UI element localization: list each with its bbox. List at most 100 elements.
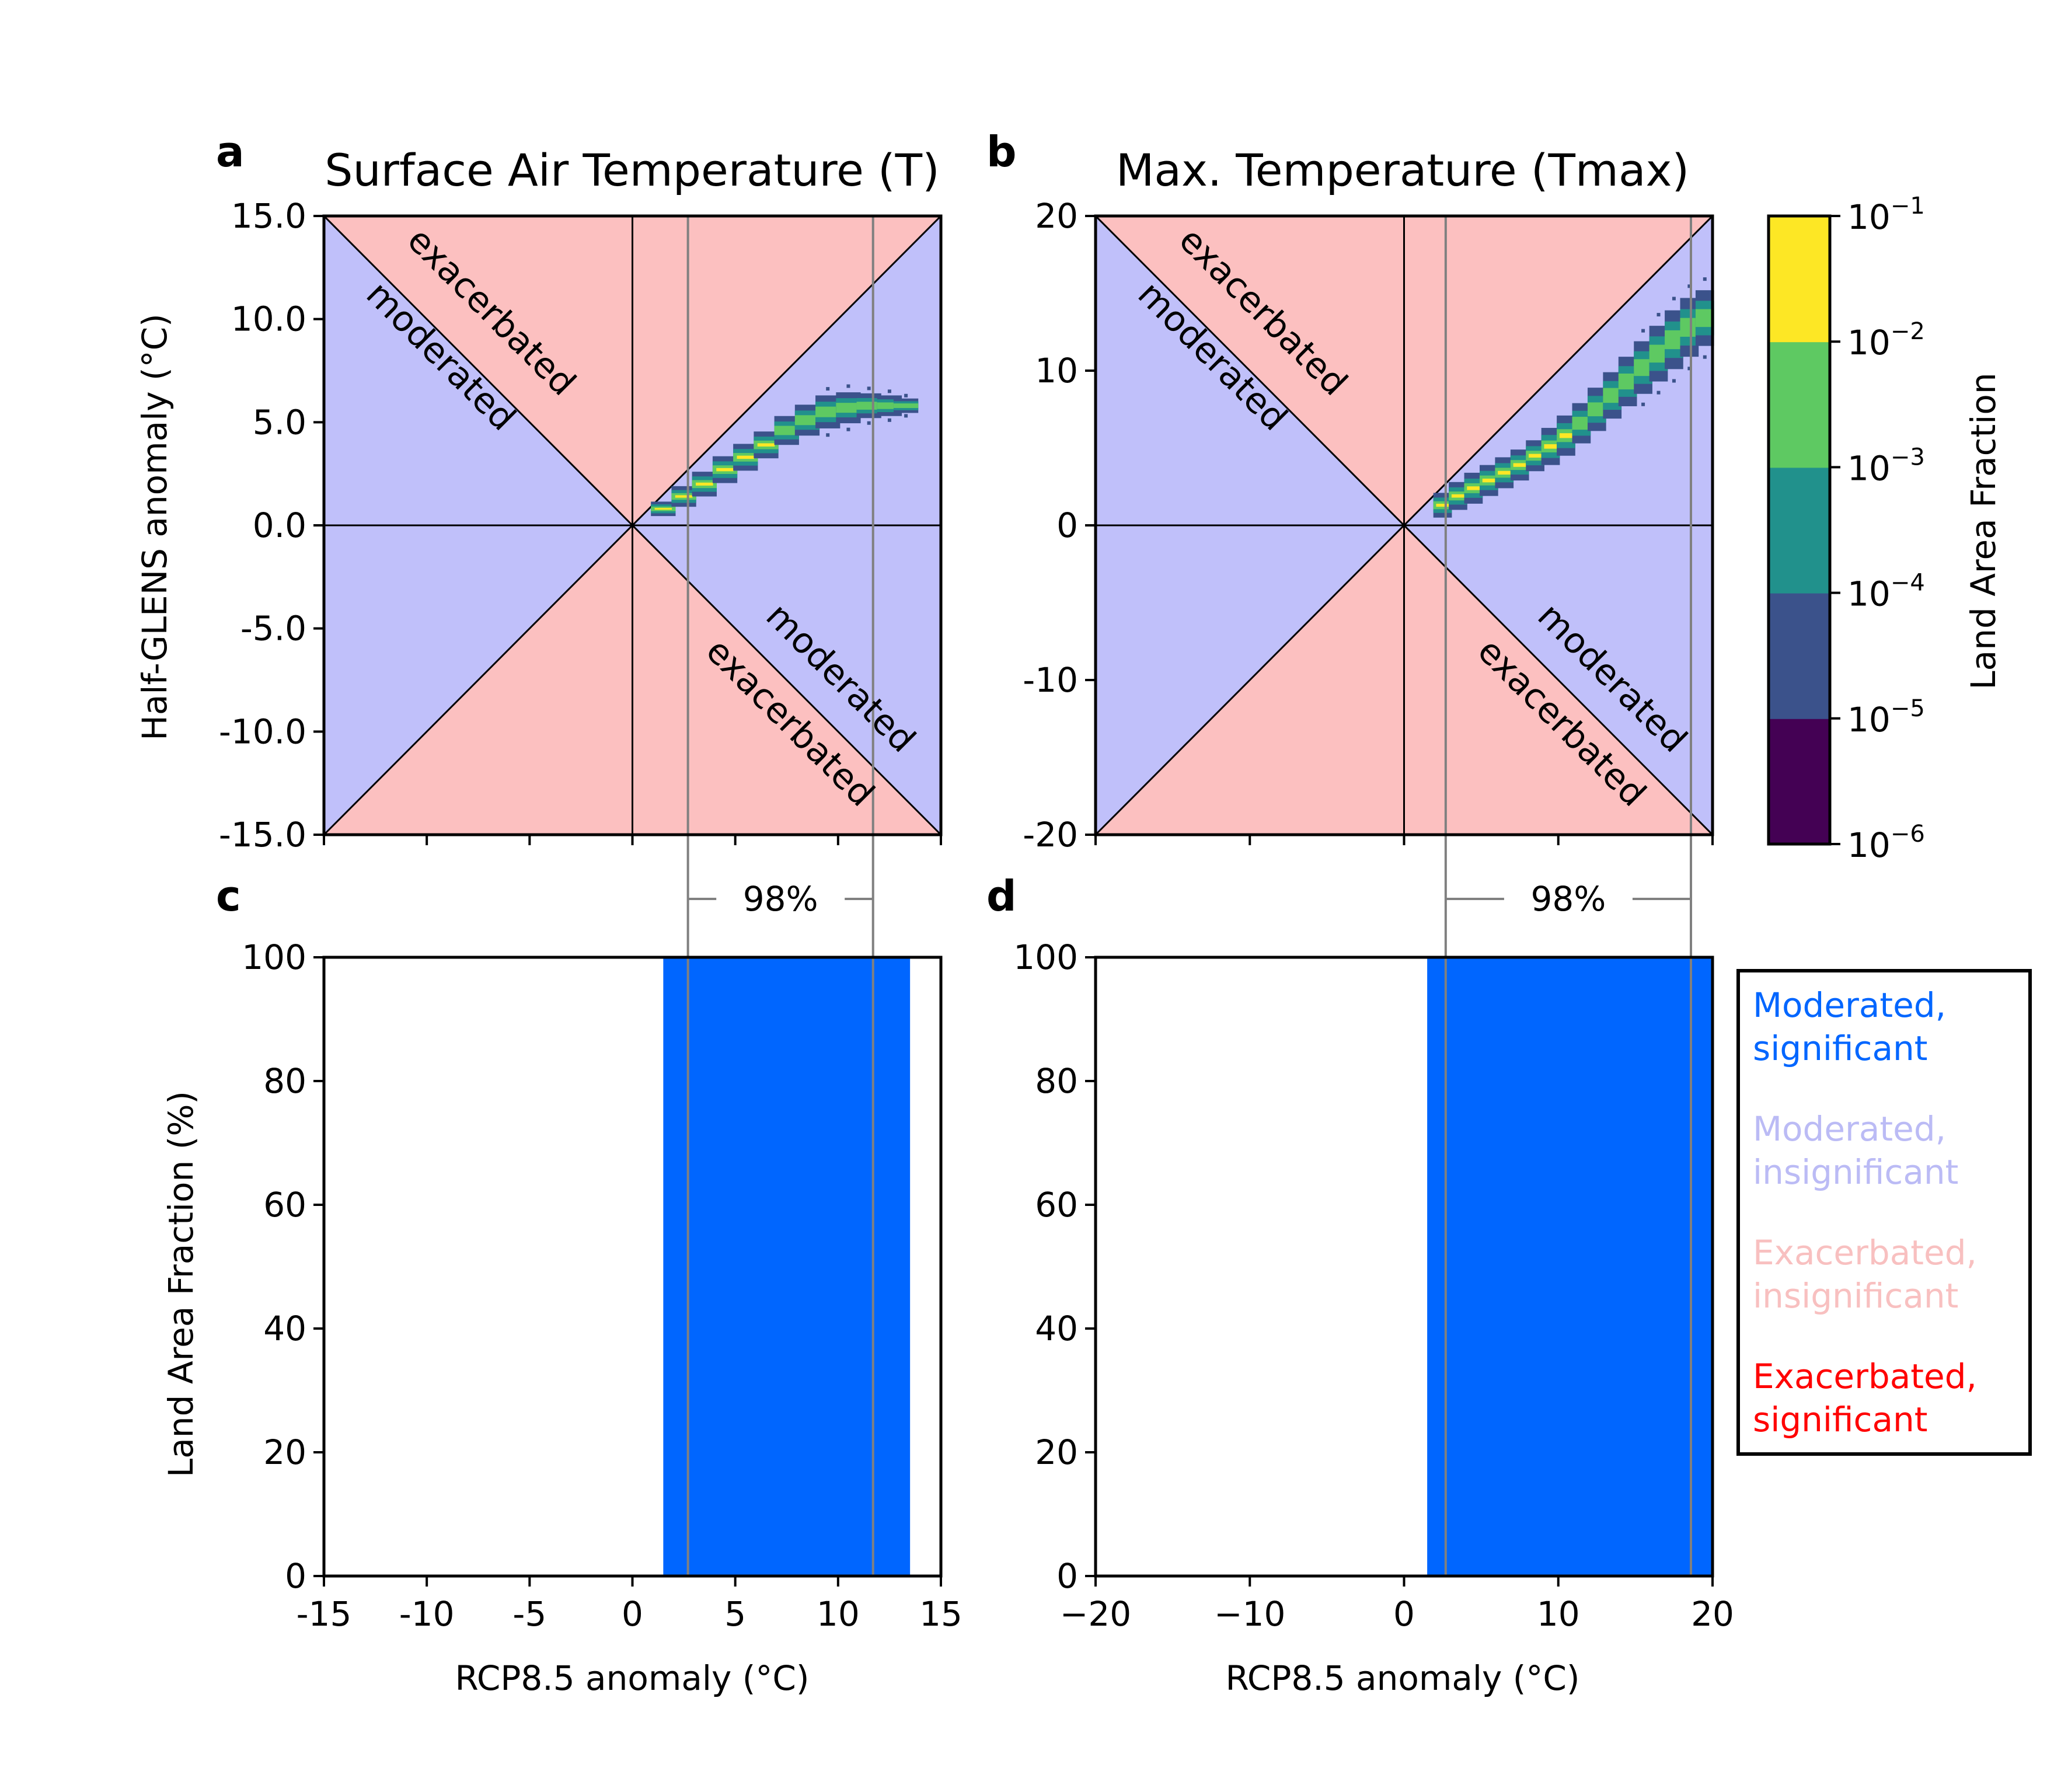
colorbar-segment bbox=[1769, 718, 1830, 845]
y-tick-label: 20 bbox=[1035, 1432, 1078, 1472]
y-tick-label: 80 bbox=[1035, 1061, 1078, 1101]
density-cell-high bbox=[1587, 402, 1606, 417]
percentile-label: 98% bbox=[743, 879, 818, 919]
panel-a-ylabel: Half-GLENS anomaly (°C) bbox=[135, 313, 175, 741]
density-cell-peak bbox=[737, 455, 755, 459]
density-outlier bbox=[867, 421, 871, 425]
y-tick-label: 80 bbox=[263, 1061, 306, 1101]
y-tick-label: -15.0 bbox=[219, 815, 306, 855]
y-tick-label: 20 bbox=[263, 1432, 306, 1472]
density-outlier bbox=[904, 414, 908, 418]
y-tick-label: 10.0 bbox=[231, 299, 306, 339]
density-outlier bbox=[1657, 313, 1661, 317]
density-outlier bbox=[1687, 367, 1692, 371]
legend-item-line2: insignificant bbox=[1753, 1152, 1958, 1192]
legend: Moderated,significantModerated,insignifi… bbox=[1736, 969, 2032, 1456]
panel-b: 98%exacerbatedmoderatedmoderatedexacerba… bbox=[1023, 196, 1714, 1576]
density-cell-peak bbox=[716, 468, 734, 472]
density-outlier bbox=[1703, 277, 1707, 281]
x-tick-label: 20 bbox=[1691, 1594, 1734, 1634]
density-cell-high bbox=[856, 402, 881, 410]
density-cell-peak bbox=[1513, 463, 1526, 467]
density-cell-peak bbox=[696, 482, 713, 486]
y-tick-label: -5.0 bbox=[240, 609, 306, 649]
x-tick-label: 10 bbox=[817, 1594, 860, 1634]
x-tick-label: 5 bbox=[724, 1594, 746, 1634]
density-cell-high bbox=[774, 426, 799, 435]
x-tick-label: −10 bbox=[1214, 1594, 1285, 1634]
colorbar-segment bbox=[1769, 592, 1830, 719]
y-tick-label: -10 bbox=[1023, 660, 1078, 700]
density-outlier bbox=[1641, 329, 1645, 333]
x-tick-label: 0 bbox=[1393, 1594, 1415, 1634]
y-tick-label: 0.0 bbox=[253, 505, 306, 545]
density-cell-peak bbox=[1498, 470, 1511, 475]
diagonal-line bbox=[323, 215, 942, 836]
panel-d-xlabel: RCP8.5 anomaly (°C) bbox=[1225, 1658, 1579, 1698]
x-tick-label: -10 bbox=[399, 1594, 455, 1634]
x-tick-label: 0 bbox=[622, 1594, 643, 1634]
density-cell-peak bbox=[757, 443, 775, 447]
panels-layer: 98%exacerbatedmoderatedmoderatedexacerba… bbox=[219, 196, 1734, 1634]
density-cell-high bbox=[893, 403, 919, 409]
colorbar-frame bbox=[1767, 214, 1832, 846]
density-outlier bbox=[846, 384, 850, 388]
percentile-label: 98% bbox=[1530, 879, 1606, 919]
density-outlier bbox=[1657, 391, 1661, 395]
density-cell-peak bbox=[1451, 494, 1465, 498]
legend-item-line1: Moderated, bbox=[1753, 985, 1946, 1025]
y-tick-label: 10 bbox=[1035, 351, 1078, 391]
legend-item-line1: Exacerbated, bbox=[1753, 1233, 1977, 1272]
panel-letter-c: c bbox=[216, 871, 241, 921]
y-tick-label: 40 bbox=[1035, 1309, 1078, 1348]
density-outlier bbox=[846, 427, 850, 431]
density-outlier bbox=[904, 393, 908, 398]
colorbar-tick-label: 10−6 bbox=[1847, 821, 1925, 865]
colorbar-tick-label: 10−4 bbox=[1847, 570, 1925, 614]
density-cell-high bbox=[836, 403, 861, 413]
panel-a: 98%exacerbatedmoderatedmoderatedexacerba… bbox=[219, 196, 943, 1576]
density-outlier bbox=[826, 433, 830, 437]
y-tick-label: 100 bbox=[242, 937, 306, 977]
panel-letter-a: a bbox=[216, 127, 245, 176]
panel-letter-b: b bbox=[986, 127, 1017, 176]
panel-a-title: Surface Air Temperature (T) bbox=[325, 144, 940, 196]
density-cell-peak bbox=[1436, 504, 1449, 507]
colorbar-segment bbox=[1769, 341, 1830, 468]
colorbar-tick-label: 10−1 bbox=[1847, 193, 1925, 237]
density-cell-high bbox=[1572, 417, 1591, 430]
density-outlier bbox=[826, 387, 830, 391]
y-tick-label: -10.0 bbox=[219, 712, 306, 751]
area-moderated-significant bbox=[663, 957, 911, 1576]
x-tick-label: -15 bbox=[297, 1594, 352, 1634]
density-cell-high bbox=[815, 406, 841, 417]
density-outlier bbox=[867, 386, 871, 391]
colorbar-tick-label: 10−3 bbox=[1847, 444, 1925, 488]
y-tick-label: 15.0 bbox=[231, 196, 306, 236]
y-tick-label: 20 bbox=[1035, 196, 1078, 236]
density-outlier bbox=[1672, 297, 1676, 301]
legend-item-line2: significant bbox=[1753, 1029, 1928, 1068]
density-cell-high bbox=[1695, 309, 1714, 327]
density-cell-peak bbox=[675, 495, 693, 498]
density-outlier bbox=[1672, 379, 1676, 383]
panel-c-ylabel: Land Area Fraction (%) bbox=[161, 1091, 201, 1477]
x-tick-label: -5 bbox=[512, 1594, 546, 1634]
panel-c-xlabel: RCP8.5 anomaly (°C) bbox=[455, 1658, 809, 1698]
density-outlier bbox=[1703, 355, 1707, 359]
density-cell-peak bbox=[1559, 433, 1573, 438]
legend-item-line2: significant bbox=[1753, 1400, 1928, 1439]
colorbar-segment bbox=[1769, 467, 1830, 594]
density-cell-peak bbox=[1544, 444, 1557, 449]
density-cell-high bbox=[877, 402, 902, 409]
colorbar: 10−1 10−2 10−3 10−4 10−5 10−6 bbox=[1767, 193, 1925, 865]
panel-b-title: Max. Temperature (Tmax) bbox=[1116, 144, 1689, 196]
diagonal-line bbox=[1094, 215, 1714, 836]
y-tick-label: 0 bbox=[285, 1556, 306, 1596]
density-cell-peak bbox=[1529, 454, 1542, 458]
density-outlier bbox=[1687, 284, 1692, 288]
x-tick-label: 10 bbox=[1537, 1594, 1580, 1634]
colorbar-label: Land Area Fraction bbox=[1964, 372, 2003, 689]
panel-letter-d: d bbox=[986, 871, 1017, 921]
